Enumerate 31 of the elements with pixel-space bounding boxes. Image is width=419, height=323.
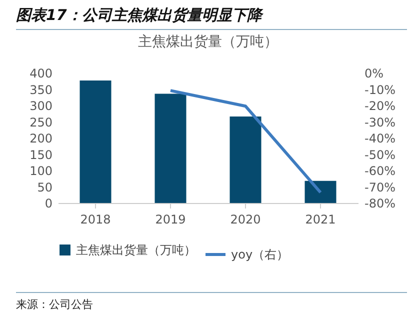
y2-tick-label: -70% <box>364 180 396 194</box>
y2-tick-label: -80% <box>364 196 396 210</box>
bar <box>154 94 186 203</box>
y-tick-label: 0 <box>44 196 52 210</box>
y-tick-label: 300 <box>30 99 52 113</box>
y-tick-label: 350 <box>30 82 52 97</box>
x-tick-label: 2018 <box>80 212 111 226</box>
bar <box>304 180 336 203</box>
y2-tick-label: -10% <box>364 82 396 97</box>
chart-subtitle: 主焦煤出货量（万吨） <box>138 34 278 50</box>
x-tick-label: 2021 <box>305 212 336 226</box>
y2-tick-label: -30% <box>364 115 396 130</box>
y2-tick-label: -60% <box>364 164 396 178</box>
y-tick-label: 400 <box>30 66 52 80</box>
y2-tick-label: -40% <box>364 132 396 146</box>
source-note: 来源：公司公告 <box>16 292 407 312</box>
y2-tick-label: -50% <box>364 148 396 162</box>
y2-tick-label: 0% <box>364 66 384 80</box>
legend-label: 主焦煤出货量（万吨） <box>76 243 196 257</box>
x-tick-label: 2019 <box>155 212 186 226</box>
y-tick-label: 150 <box>30 148 52 162</box>
legend-label: yoy（右） <box>231 248 289 262</box>
bar <box>230 116 262 203</box>
x-tick-label: 2020 <box>230 212 261 226</box>
y-tick-label: 100 <box>30 164 52 178</box>
chart-title: 图表17：公司主焦煤出货量明显下降 <box>16 6 407 30</box>
bar <box>80 80 112 203</box>
y-tick-label: 250 <box>30 115 52 130</box>
y2-tick-label: -20% <box>364 99 396 113</box>
y-tick-label: 200 <box>30 132 52 146</box>
y-tick-label: 50 <box>37 180 52 194</box>
